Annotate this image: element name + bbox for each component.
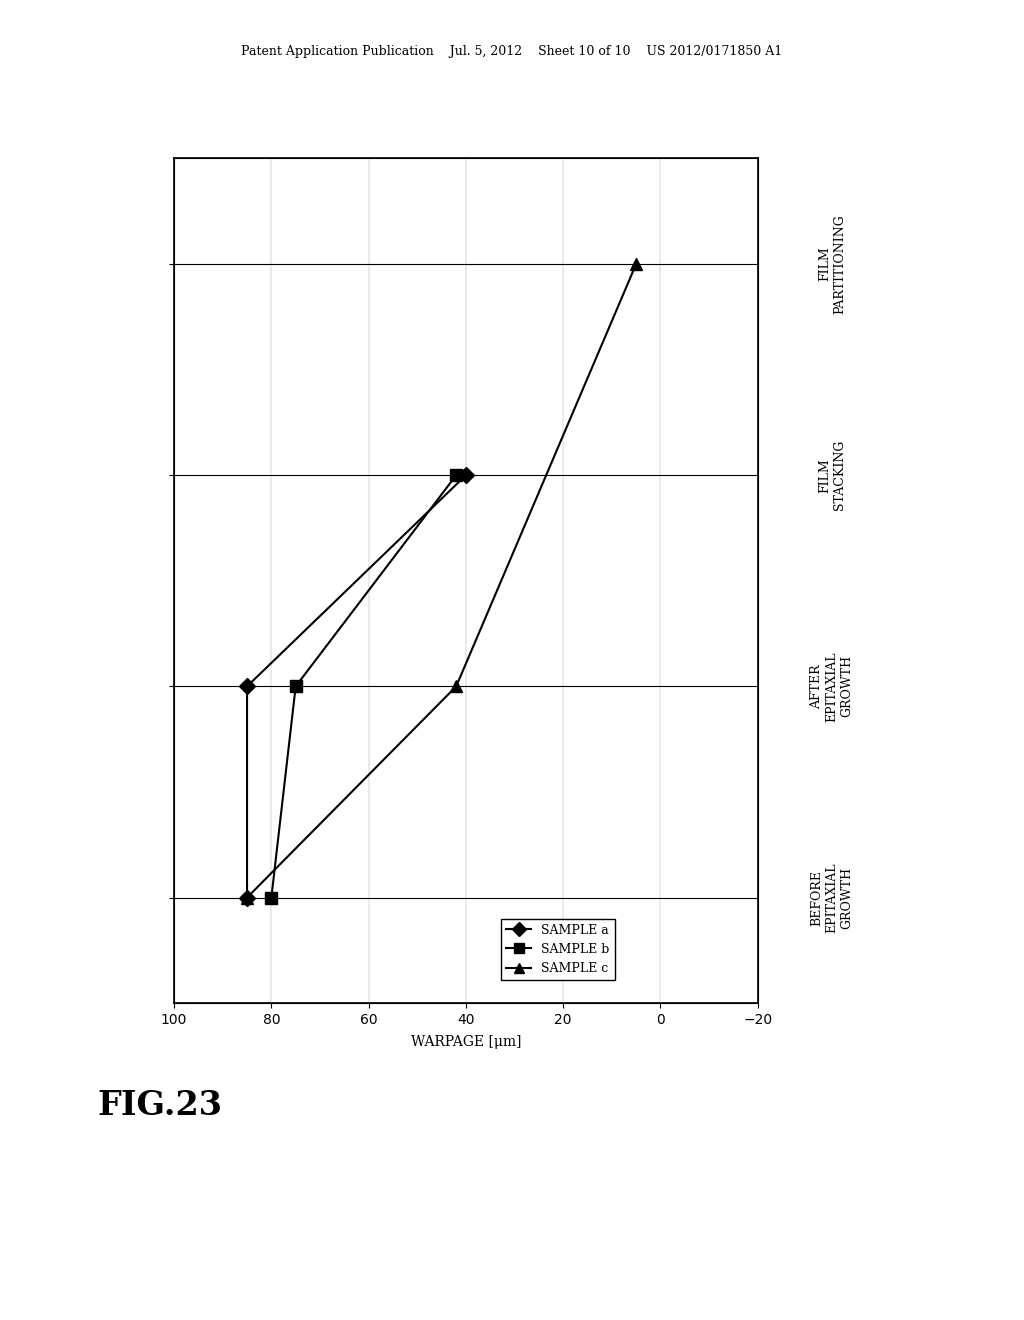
Text: Patent Application Publication    Jul. 5, 2012    Sheet 10 of 10    US 2012/0171: Patent Application Publication Jul. 5, 2… bbox=[242, 45, 782, 58]
X-axis label: WARPAGE [μm]: WARPAGE [μm] bbox=[411, 1035, 521, 1049]
Text: FIG.23: FIG.23 bbox=[97, 1089, 222, 1122]
Legend: SAMPLE a, SAMPLE b, SAMPLE c: SAMPLE a, SAMPLE b, SAMPLE c bbox=[502, 919, 614, 979]
